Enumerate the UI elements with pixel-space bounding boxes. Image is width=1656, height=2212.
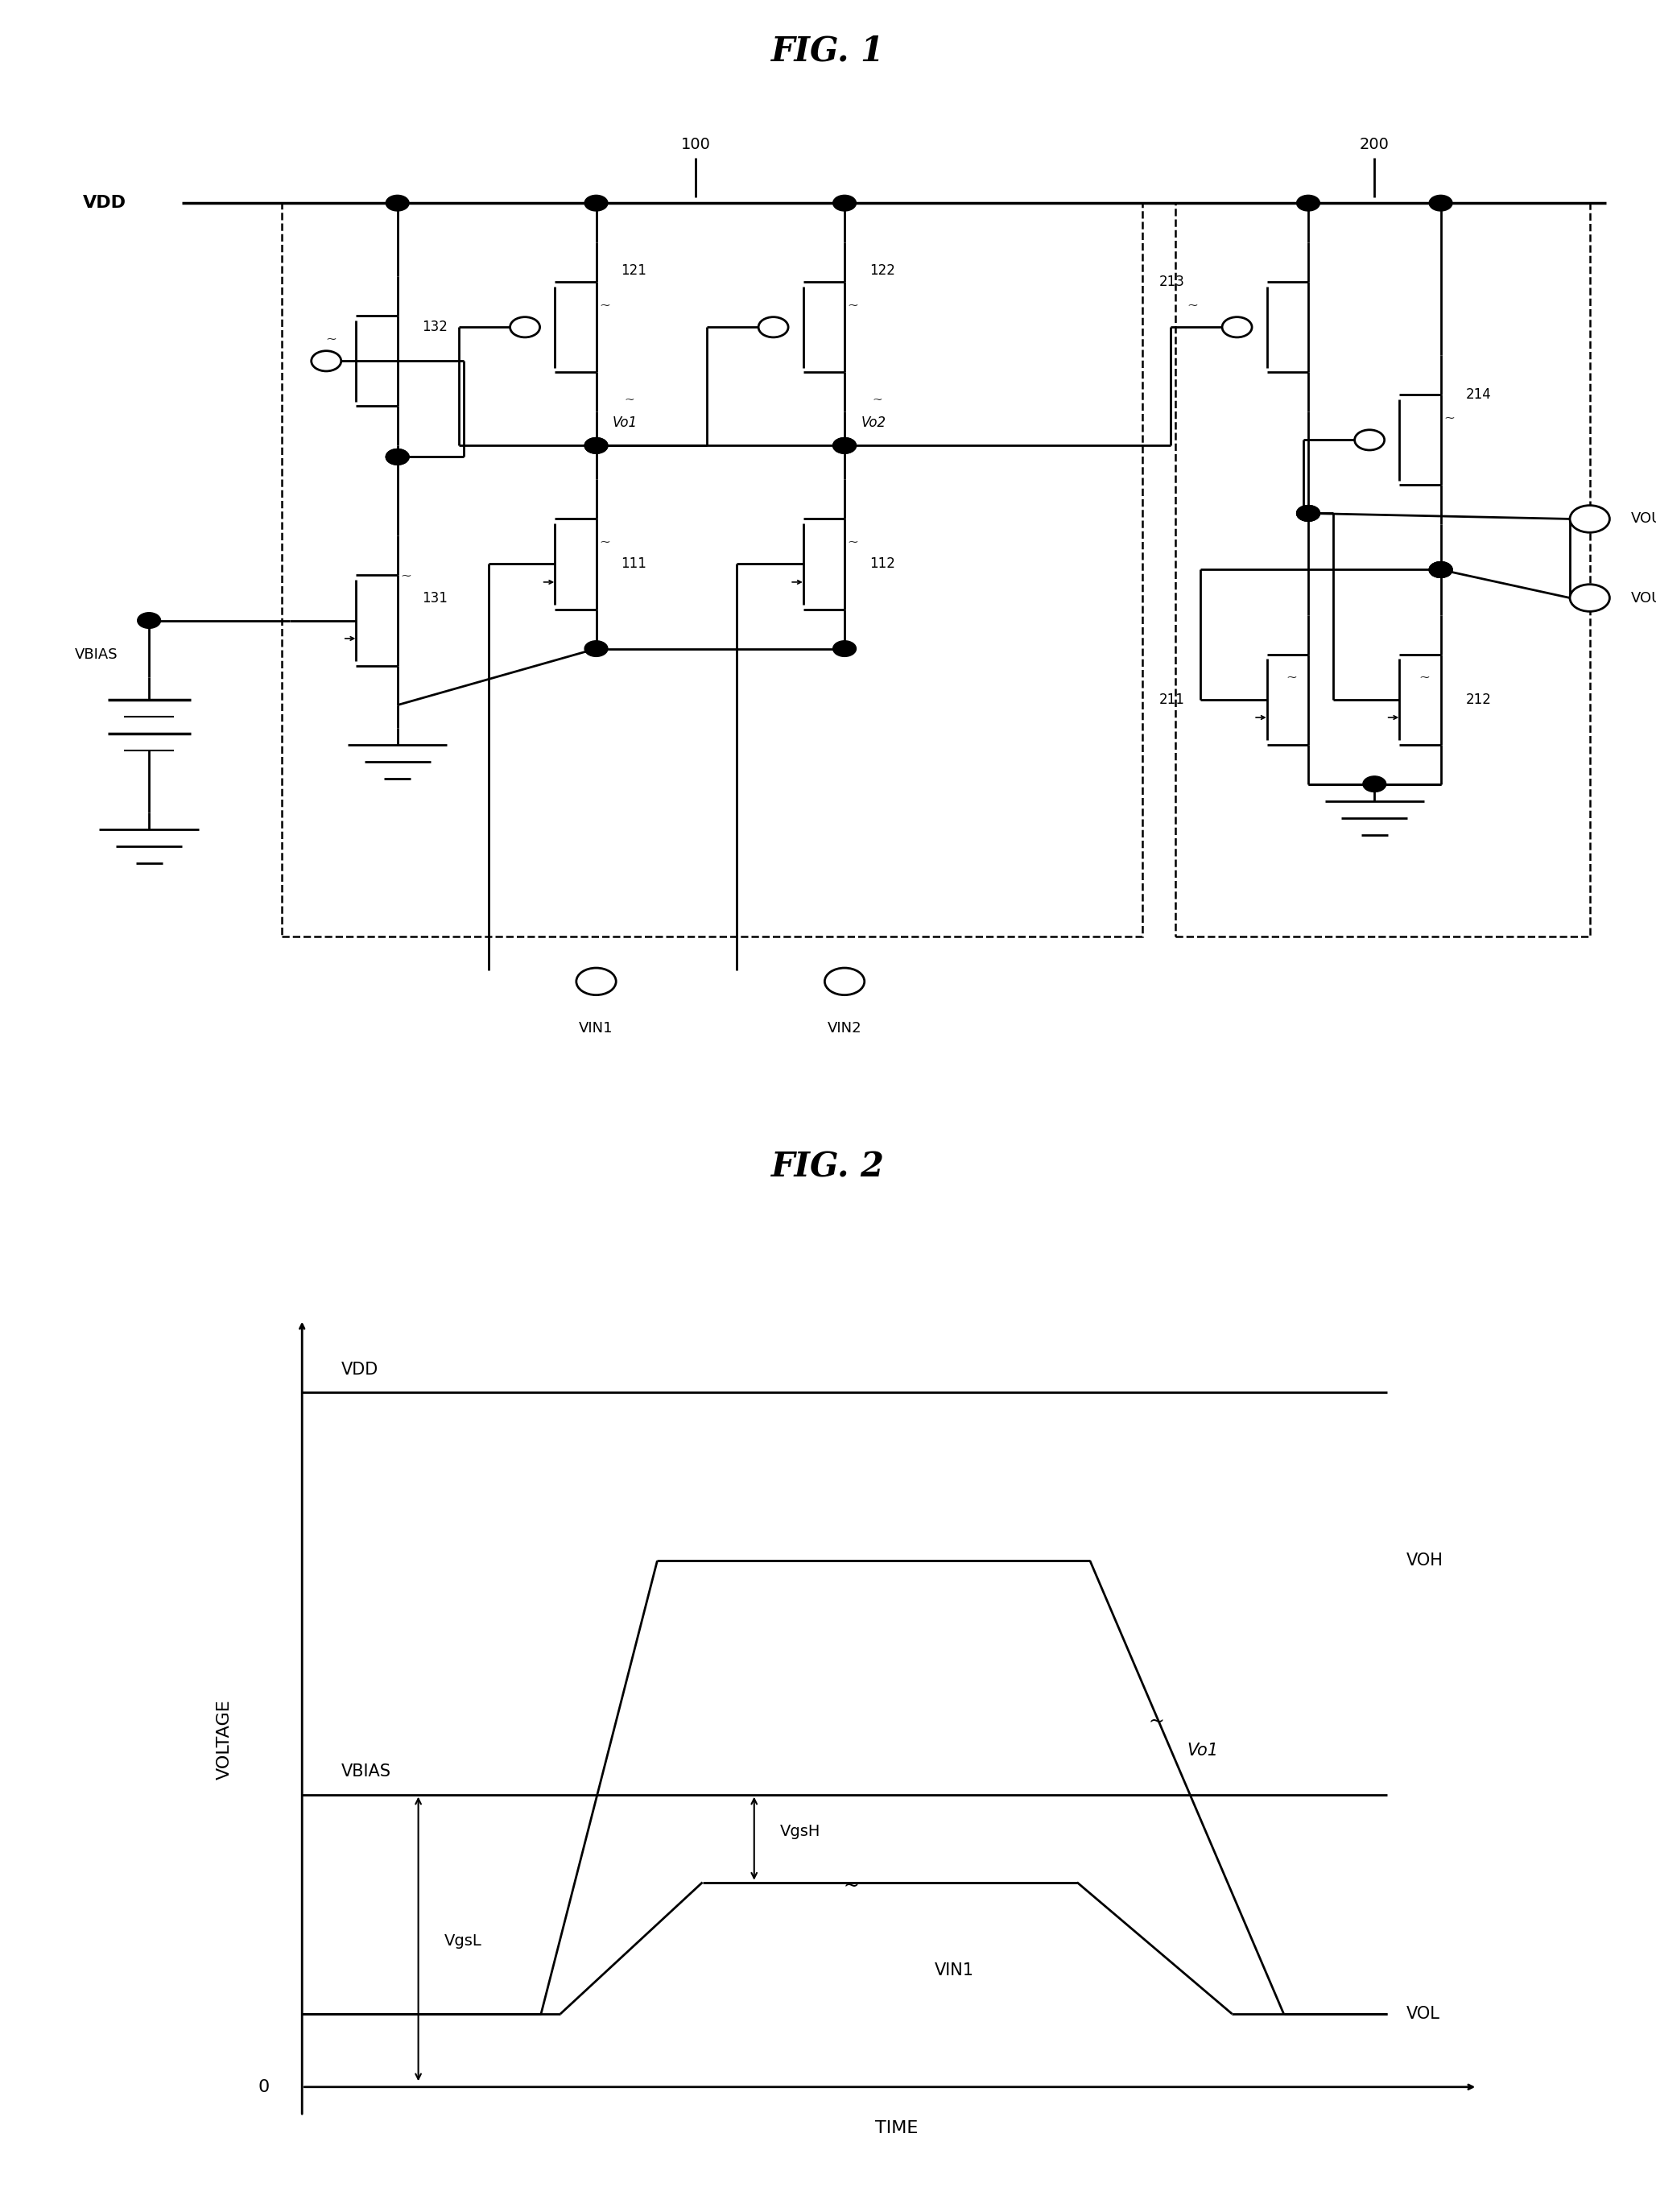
Text: ~: ~ [1419,670,1429,684]
Text: ~: ~ [848,299,858,312]
Text: 214: 214 [1466,387,1490,403]
Text: ~: ~ [326,332,336,345]
Text: FIG. 1: FIG. 1 [772,33,884,69]
Circle shape [585,195,608,210]
Text: VOH: VOH [1406,1553,1444,1568]
Text: ~: ~ [1444,411,1454,425]
Circle shape [585,641,608,657]
Text: 111: 111 [621,557,646,571]
Circle shape [1429,562,1452,577]
Text: VBIAS: VBIAS [75,648,118,661]
Circle shape [510,316,540,336]
Circle shape [833,195,856,210]
Text: 200: 200 [1360,137,1389,153]
Circle shape [585,438,608,453]
Circle shape [833,438,856,453]
Circle shape [825,969,864,995]
Text: ~: ~ [1148,1712,1164,1730]
Text: ~: ~ [1287,670,1297,684]
Text: 121: 121 [621,263,646,279]
Text: ~: ~ [873,396,883,407]
Circle shape [137,613,161,628]
Circle shape [833,641,856,657]
Text: ~: ~ [1187,299,1197,312]
Circle shape [1355,429,1384,449]
Text: 212: 212 [1466,692,1490,706]
Circle shape [311,352,341,372]
Bar [1176,204,1590,936]
Text: 100: 100 [681,137,710,153]
Text: TIME: TIME [874,2119,917,2137]
Text: VIN1: VIN1 [934,1962,974,1980]
Bar [282,204,1143,936]
Circle shape [1222,316,1252,336]
Circle shape [386,449,409,465]
Circle shape [758,316,788,336]
Text: Vo1: Vo1 [613,416,638,431]
Text: VOUT1: VOUT1 [1631,511,1656,526]
Circle shape [386,449,409,465]
Text: VIN2: VIN2 [828,1022,861,1035]
Text: 132: 132 [422,321,447,334]
Text: Vo1: Vo1 [1187,1743,1219,1759]
Text: VOLTAGE: VOLTAGE [217,1699,232,1781]
Text: VDD: VDD [341,1363,378,1378]
Circle shape [1429,195,1452,210]
Circle shape [833,438,856,453]
Text: ~: ~ [624,396,634,407]
Text: VOL: VOL [1406,2006,1441,2022]
Text: ~: ~ [599,535,609,549]
Circle shape [1570,584,1610,611]
Text: ~: ~ [401,568,411,582]
Circle shape [1297,195,1320,210]
Text: 213: 213 [1159,274,1184,290]
Text: VIN1: VIN1 [580,1022,613,1035]
Circle shape [1297,504,1320,522]
Text: 0: 0 [258,2079,270,2095]
Circle shape [585,438,608,453]
Text: VBIAS: VBIAS [341,1763,391,1781]
Circle shape [576,969,616,995]
Text: Vo2: Vo2 [861,416,886,431]
Circle shape [1429,562,1452,577]
Text: VgsH: VgsH [780,1823,820,1838]
Text: VOUT2: VOUT2 [1631,591,1656,606]
Circle shape [386,195,409,210]
Circle shape [1297,504,1320,522]
Text: VDD: VDD [83,195,126,210]
Text: 112: 112 [869,557,894,571]
Text: 211: 211 [1159,692,1184,706]
Text: FIG. 2: FIG. 2 [772,1150,884,1183]
Circle shape [1429,562,1452,577]
Text: ~: ~ [848,535,858,549]
Circle shape [1297,504,1320,522]
Text: 131: 131 [422,591,447,606]
Text: 122: 122 [869,263,894,279]
Circle shape [1363,776,1386,792]
Text: ~: ~ [599,299,609,312]
Circle shape [1570,504,1610,533]
Text: VgsL: VgsL [444,1933,482,1949]
Text: ~: ~ [843,1876,859,1896]
